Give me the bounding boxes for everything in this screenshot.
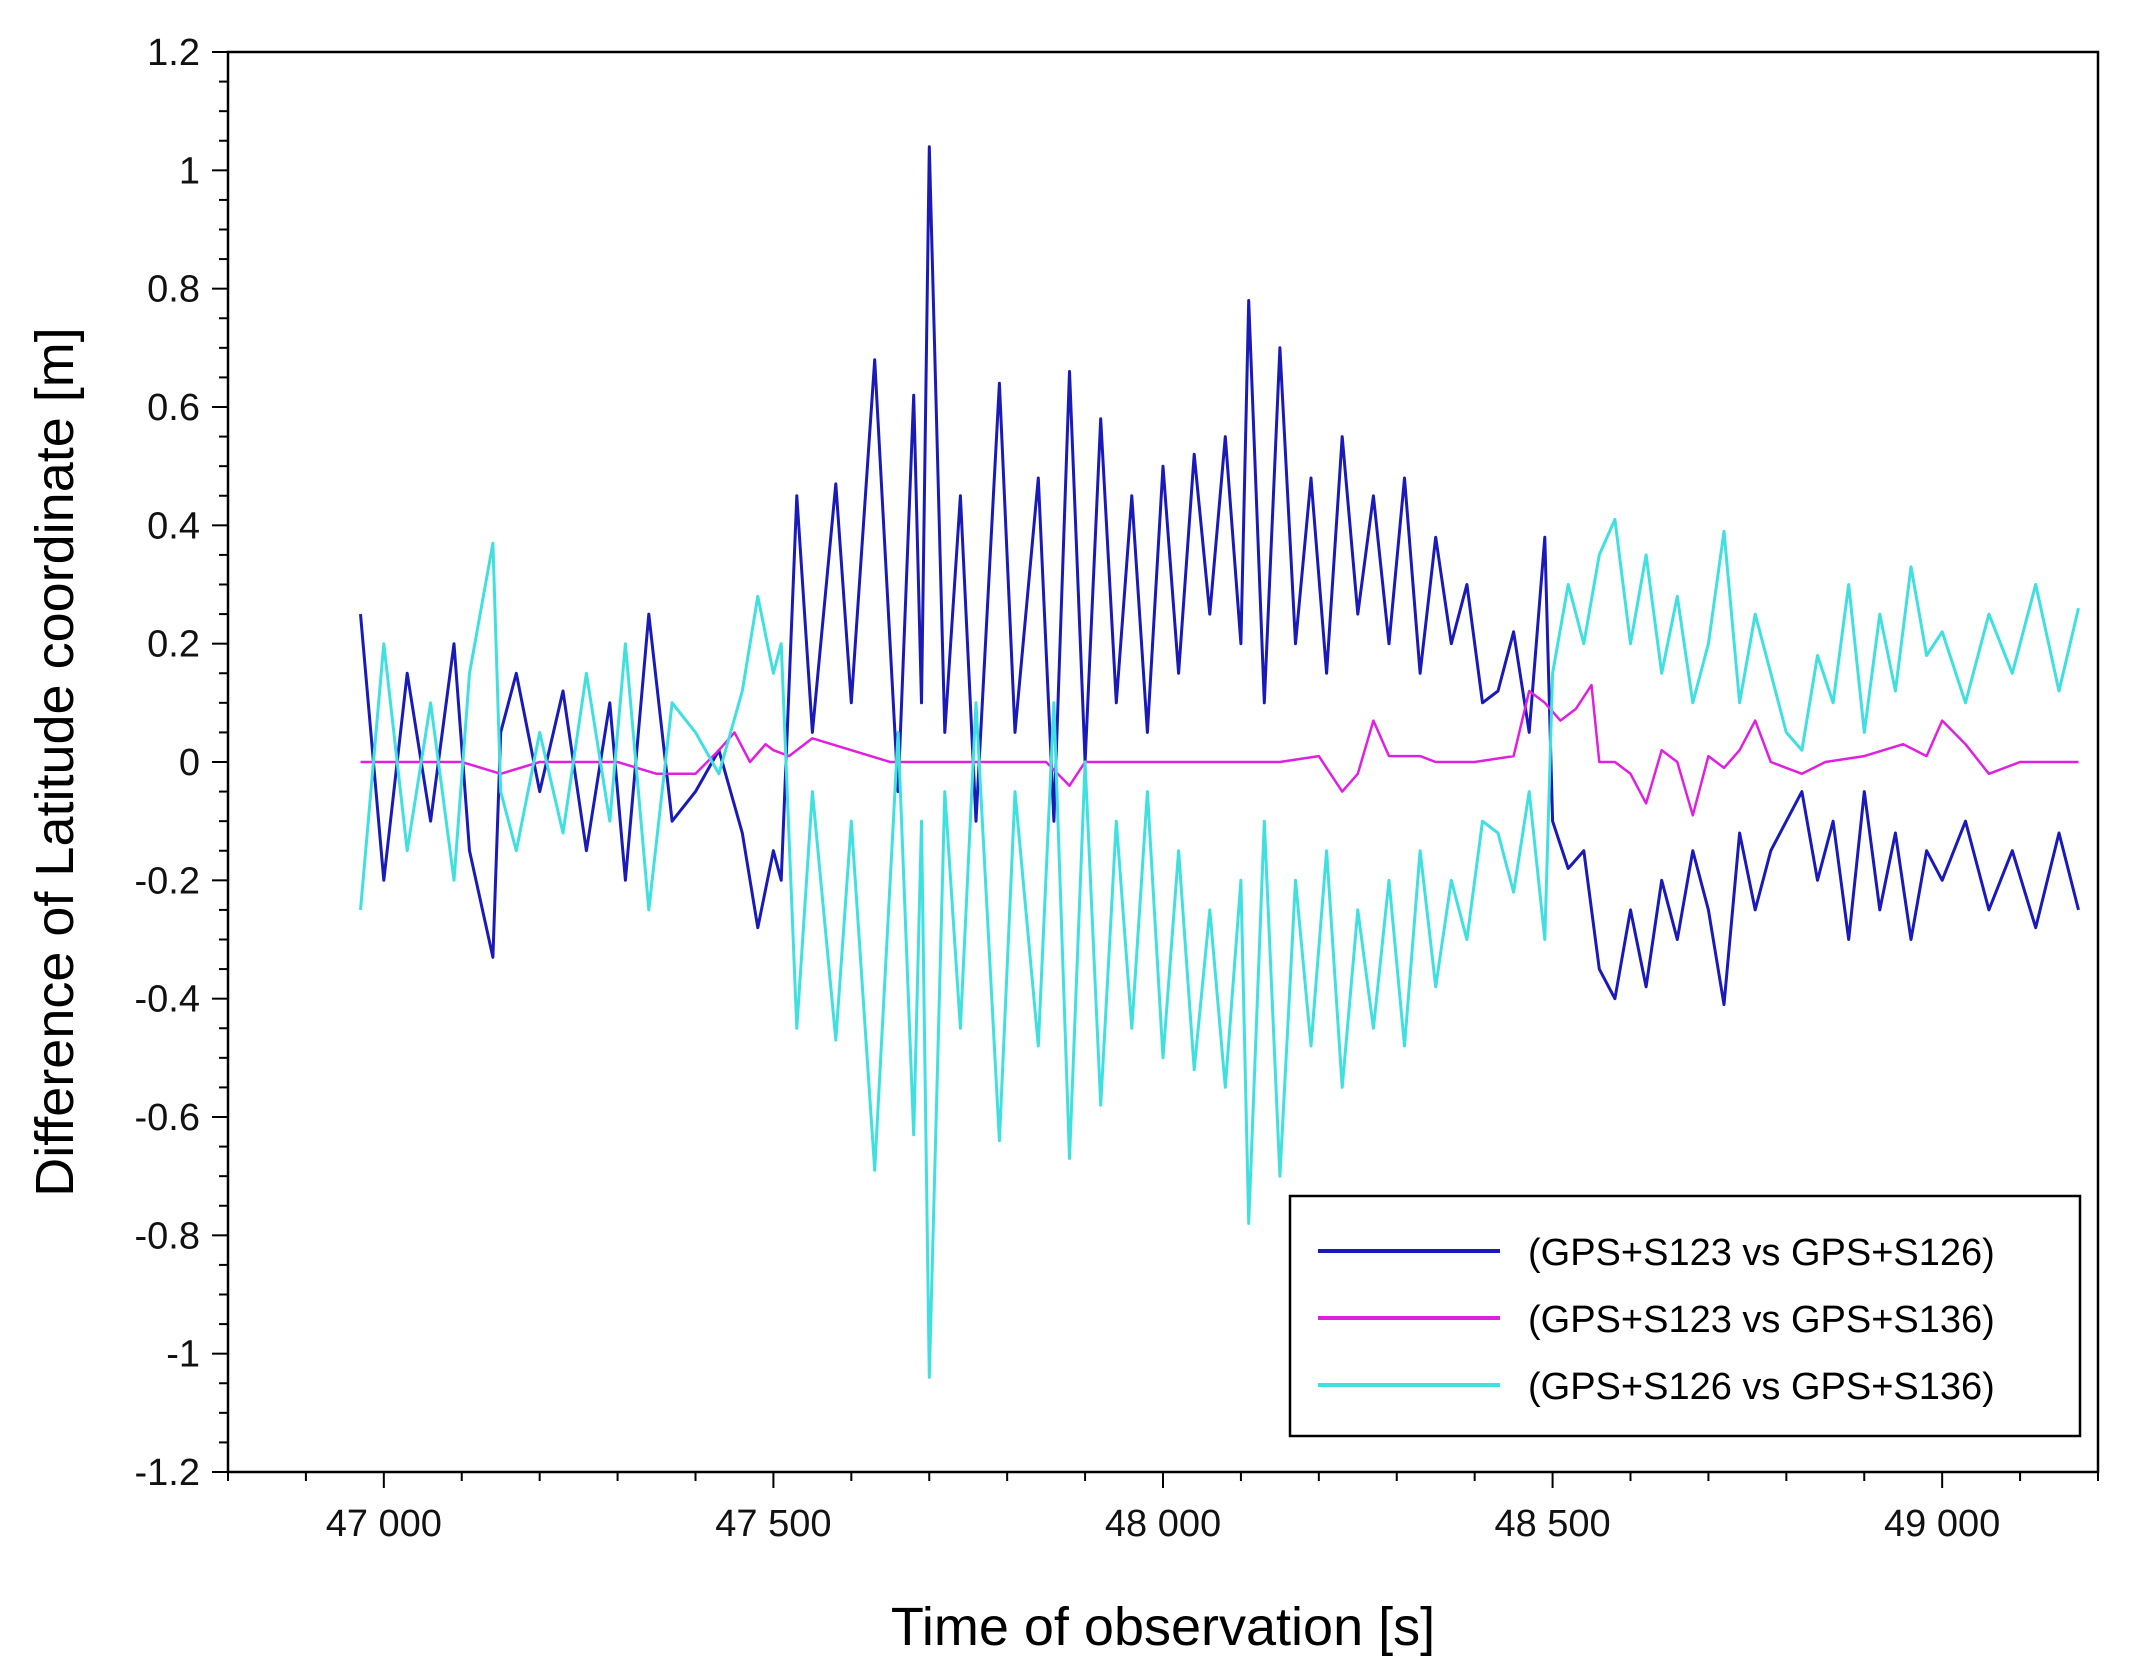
y-tick-label: -1.2 [135, 1452, 200, 1494]
x-tick-label: 48 000 [1105, 1503, 1221, 1545]
y-tick-label: 0 [179, 742, 200, 784]
y-tick-label: 0.6 [147, 387, 200, 429]
legend: (GPS+S123 vs GPS+S126) (GPS+S123 vs GPS+S… [1288, 1194, 2082, 1438]
x-tick-label: 47 000 [326, 1503, 442, 1545]
y-tick-label: -0.4 [135, 979, 200, 1021]
y-tick-label: 0.8 [147, 269, 200, 311]
x-tick-label: 48 500 [1494, 1503, 1610, 1545]
x-tick-label: 49 000 [1884, 1503, 2000, 1545]
series-line-1 [359, 145, 2080, 1007]
y-tick-label: 1 [179, 150, 200, 192]
y-tick-label: -0.6 [135, 1097, 200, 1139]
legend-label: (GPS+S123 vs GPS+S136) [1528, 1299, 1995, 1341]
axes-layer: 47 000 47 500 48 000 48 500 49 000 -1.2 -1 -0.8… [135, 32, 2100, 1545]
y-tick-label: 0.2 [147, 624, 200, 666]
y-tick-label: 0.4 [147, 505, 200, 547]
x-tick-label: 47 500 [715, 1503, 831, 1545]
y-tick-label: -0.8 [135, 1215, 200, 1257]
legend-label: (GPS+S123 vs GPS+S126) [1528, 1232, 1995, 1274]
y-tick-label: -1 [166, 1334, 200, 1376]
y-tick-label: -0.2 [135, 860, 200, 902]
series-line-2 [360, 683, 2079, 817]
y-axis-title: Difference of Latitude coordinate [m] [25, 327, 85, 1197]
series-layer [359, 145, 2080, 1379]
x-axis-title: Time of observation [s] [891, 1597, 1435, 1657]
legend-label: (GPS+S126 vs GPS+S136) [1528, 1366, 1995, 1408]
y-tick-label: 1.2 [147, 32, 200, 74]
series-line-3 [359, 517, 2080, 1379]
